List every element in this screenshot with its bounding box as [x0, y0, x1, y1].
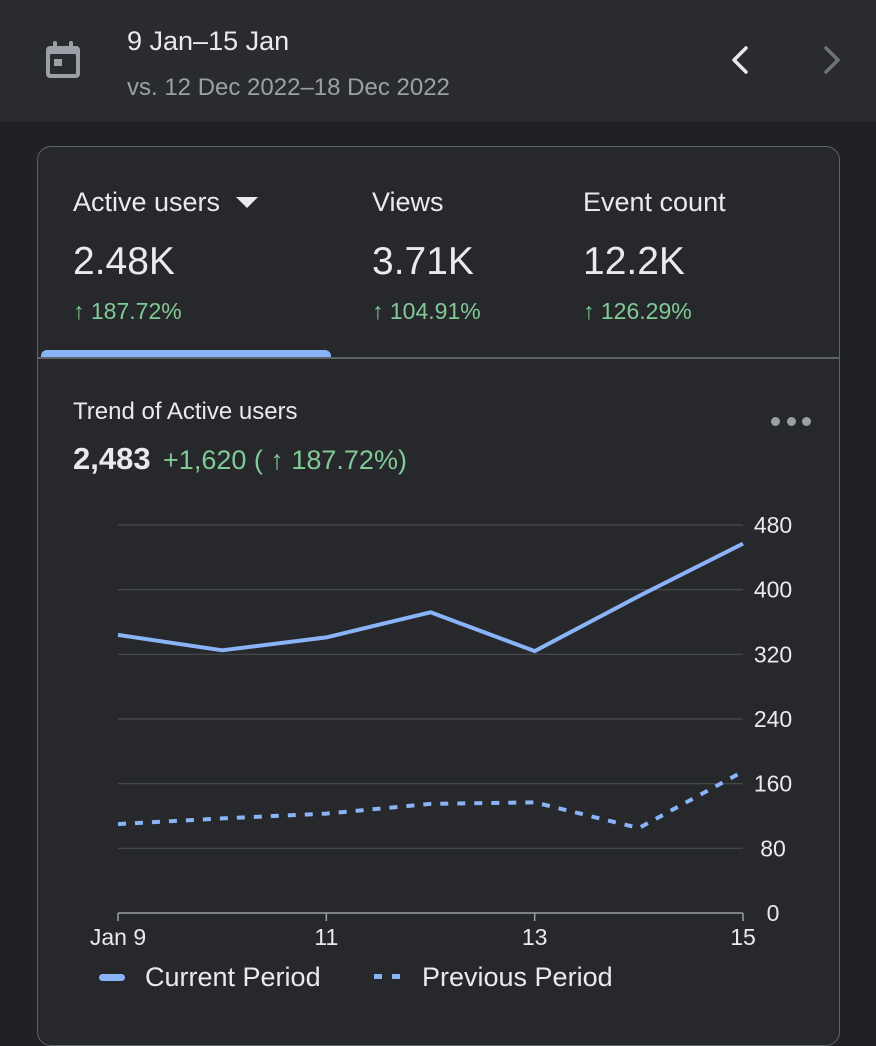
calendar-icon[interactable] — [44, 40, 82, 80]
more-horizontal-icon — [802, 416, 811, 426]
more-horizontal-icon — [771, 416, 780, 426]
y-tick-label: 480 — [754, 512, 792, 538]
series-line-previous-period — [117, 769, 744, 831]
metric-label: Views — [372, 187, 444, 217]
metric-change: ↑ 126.29% — [583, 298, 692, 324]
metric-tab-event-count[interactable]: Event count 12.2K ↑ 126.29% — [583, 187, 726, 325]
y-tick-label: 160 — [754, 771, 792, 797]
legend-current-period: Current Period — [99, 962, 321, 993]
y-tick-label: 0 — [767, 900, 780, 926]
metric-tab-views[interactable]: Views 3.71K ↑ 104.91% — [372, 187, 481, 325]
trend-summary: 2,483 +1,620 ( ↑ 187.72%) — [73, 441, 407, 477]
solid-line-swatch-icon — [99, 974, 125, 981]
y-tick-label: 400 — [754, 577, 792, 603]
legend-previous-period: Previous Period — [374, 962, 613, 993]
y-tick-label: 80 — [760, 835, 786, 861]
comparison-range: vs. 12 Dec 2022–18 Dec 2022 — [127, 74, 450, 101]
trend-title: Trend of Active users — [73, 398, 298, 425]
trend-chart: 0 80 160 240 320 400 480 Jan 9 11 13 15 — [90, 512, 792, 950]
series-line-current-period — [117, 541, 744, 654]
y-tick-label: 320 — [754, 641, 792, 667]
metric-tab-active-users[interactable]: Active users 2.48K ↑ 187.72% — [73, 187, 259, 325]
x-tick-label: Jan 9 — [90, 924, 146, 950]
trend-delta: +1,620 ( ↑ 187.72%) — [163, 445, 407, 475]
dotted-line-swatch-icon — [374, 974, 400, 981]
more-options-button[interactable] — [771, 409, 811, 433]
previous-period-button[interactable] — [720, 38, 760, 82]
x-tick-label: 15 — [730, 924, 756, 950]
metric-label-text: Active users — [73, 187, 221, 217]
chevron-left-icon — [732, 46, 748, 74]
analytics-card: Active users 2.48K ↑ 187.72% Views 3.71K… — [37, 146, 840, 1046]
metric-change: ↑ 104.91% — [372, 298, 481, 324]
x-tick-label: 13 — [522, 924, 548, 950]
y-tick-label: 240 — [754, 706, 792, 732]
metric-change: ↑ 187.72% — [73, 298, 182, 324]
tabs-divider — [38, 357, 839, 359]
metric-label: Event count — [583, 187, 726, 217]
metric-value: 12.2K — [583, 240, 685, 283]
date-range-title[interactable]: 9 Jan–15 Jan — [127, 26, 290, 56]
x-tick-label: 11 — [314, 924, 338, 950]
metric-value: 2.48K — [73, 240, 175, 283]
legend-label: Previous Period — [422, 962, 613, 992]
selected-tab-indicator — [41, 350, 331, 357]
dropdown-caret-icon[interactable] — [236, 197, 259, 208]
next-period-button[interactable] — [812, 38, 852, 82]
metric-label: Active users — [73, 187, 259, 218]
more-horizontal-icon — [786, 416, 796, 426]
legend-label: Current Period — [145, 962, 321, 992]
date-range-header: 9 Jan–15 Jan vs. 12 Dec 2022–18 Dec 2022 — [0, 0, 876, 122]
trend-total: 2,483 — [73, 441, 151, 476]
metric-value: 3.71K — [372, 240, 474, 283]
chevron-right-icon — [824, 46, 840, 74]
